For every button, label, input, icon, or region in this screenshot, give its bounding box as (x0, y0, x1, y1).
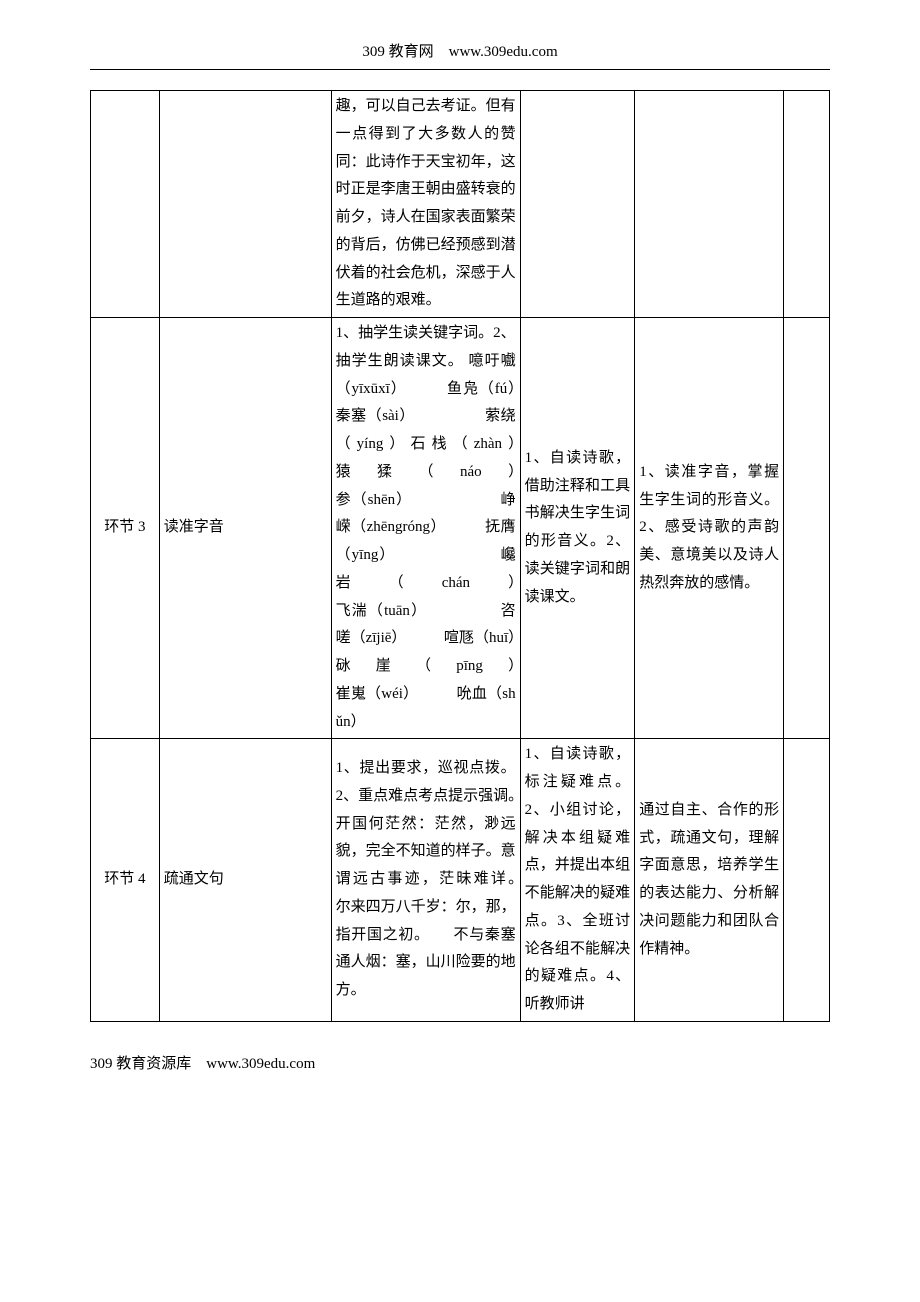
content-table: 趣，可以自己去考证。但有一点得到了大多数人的赞同：此诗作于天宝初年，这时正是李唐… (90, 90, 830, 1022)
cell-title (159, 91, 331, 318)
cell-title: 疏通文句 (159, 739, 331, 1022)
cell-content: 1、提出要求，巡视点拨。2、重点难点考点提示强调。 开国何茫然：茫然，渺远貌，完… (331, 739, 520, 1022)
cell-stage: 环节 4 (91, 739, 160, 1022)
page-header: 309 教育网 www.309edu.com (90, 40, 830, 61)
header-text: 309 教育网 www.309edu.com (362, 44, 557, 60)
table-row: 趣，可以自己去考证。但有一点得到了大多数人的赞同：此诗作于天宝初年，这时正是李唐… (91, 91, 830, 318)
header-divider (90, 69, 830, 70)
cell-note (784, 739, 830, 1022)
footer-text: 309 教育资源库 www.309edu.com (90, 1056, 315, 1072)
table-row: 环节 4 疏通文句 1、提出要求，巡视点拨。2、重点难点考点提示强调。 开国何茫… (91, 739, 830, 1022)
cell-content: 1、抽学生读关键字词。2、抽学生朗读课文。 噫吁嚱（yīxūxī） 鱼凫（fú）… (331, 318, 520, 739)
cell-goal: 通过自主、合作的形式，疏通文句，理解字面意思，培养学生的表达能力、分析解决问题能… (635, 739, 784, 1022)
table-row: 环节 3 读准字音 1、抽学生读关键字词。2、抽学生朗读课文。 噫吁嚱（yīxū… (91, 318, 830, 739)
page-footer: 309 教育资源库 www.309edu.com (90, 1052, 830, 1073)
cell-goal (635, 91, 784, 318)
cell-content: 趣，可以自己去考证。但有一点得到了大多数人的赞同：此诗作于天宝初年，这时正是李唐… (331, 91, 520, 318)
cell-activity (520, 91, 635, 318)
cell-stage: 环节 3 (91, 318, 160, 739)
cell-stage (91, 91, 160, 318)
cell-title: 读准字音 (159, 318, 331, 739)
cell-activity: 1、自读诗歌，标注疑难点。2、小组讨论，解决本组疑难点，并提出本组不能解决的疑难… (520, 739, 635, 1022)
cell-note (784, 318, 830, 739)
cell-goal: 1、读准字音，掌握生字生词的形音义。2、感受诗歌的声韵美、意境美以及诗人热烈奔放… (635, 318, 784, 739)
cell-note (784, 91, 830, 318)
